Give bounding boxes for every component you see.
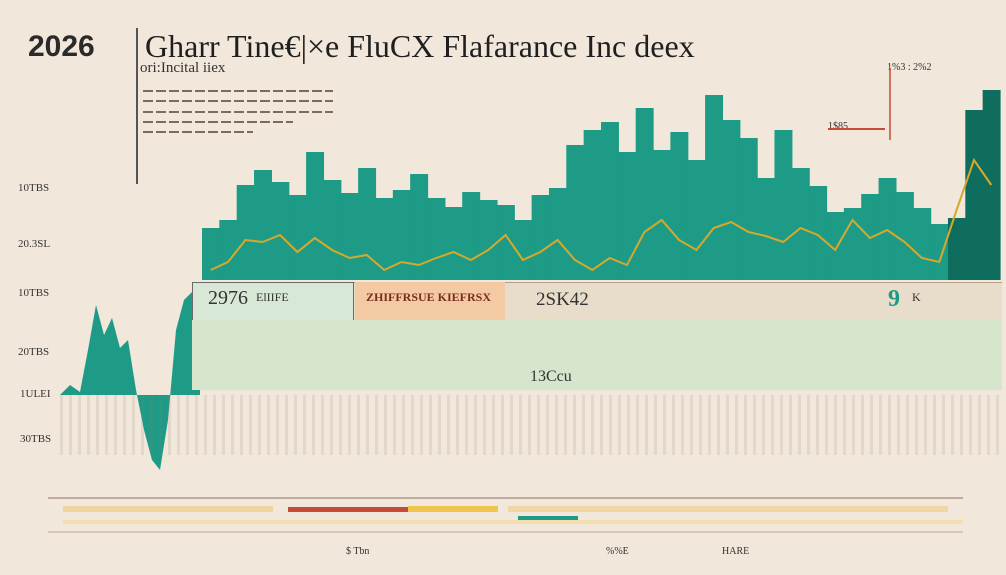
bar xyxy=(323,180,342,280)
chart-title: Gharr Tine€|×e FluCX Flafarance Inc deex xyxy=(145,28,695,64)
bar xyxy=(757,178,776,280)
bar xyxy=(826,212,845,280)
timeline-svg xyxy=(48,497,963,533)
bar xyxy=(306,152,325,280)
band-mid-text: ZHIFFRSUE KIEFRSX xyxy=(366,290,492,304)
green-zone xyxy=(192,320,1002,390)
caption-line xyxy=(143,121,293,123)
bar xyxy=(254,170,272,280)
bar xyxy=(462,192,481,280)
y-tick-label: 10TBS xyxy=(18,182,50,194)
bar xyxy=(531,195,550,280)
band-left-text: ElIIFE xyxy=(256,290,289,304)
bar xyxy=(809,186,828,280)
bar xyxy=(583,130,602,280)
bar xyxy=(202,228,220,280)
caption-line xyxy=(143,111,333,113)
bar xyxy=(895,192,914,280)
bar xyxy=(670,132,689,280)
bar xyxy=(930,224,949,280)
bar xyxy=(444,207,463,280)
bar xyxy=(947,218,966,280)
bar xyxy=(548,188,567,280)
bar xyxy=(618,152,637,280)
bar-series xyxy=(202,90,1001,280)
footer-label: HARE xyxy=(722,546,750,557)
bar xyxy=(791,168,810,280)
header-divider xyxy=(136,28,138,184)
info-band-mid xyxy=(355,282,505,320)
bar xyxy=(982,90,1001,280)
y-tick-label: 20TBS xyxy=(18,346,50,358)
bar xyxy=(687,160,706,280)
bar xyxy=(271,182,290,280)
bar xyxy=(410,174,429,280)
bar xyxy=(739,138,758,280)
left-wave-area xyxy=(60,292,200,470)
footer-label: $ Tbn xyxy=(346,546,370,557)
bar xyxy=(427,198,446,280)
noise-texture xyxy=(60,395,1000,455)
chart-subtitle: ori:Incital iiex xyxy=(140,60,226,76)
bar xyxy=(340,193,359,280)
bar xyxy=(358,168,377,280)
bar xyxy=(496,205,515,280)
bar xyxy=(288,195,307,280)
bar xyxy=(774,130,793,280)
bar xyxy=(878,178,897,280)
top-right-value: 1$85 xyxy=(828,121,848,132)
y-tick-label: 20.3SL xyxy=(18,238,51,250)
year-label: 2026 xyxy=(28,30,95,63)
mid-label: 13Ccu xyxy=(530,368,572,385)
top-right-tag: 1%3 : 2%2 xyxy=(887,62,932,73)
band-left-value: 2976 xyxy=(208,287,248,309)
bar xyxy=(635,108,654,280)
bar xyxy=(965,110,984,280)
bar xyxy=(392,190,411,280)
bar xyxy=(601,122,619,280)
caption-line xyxy=(143,90,333,92)
caption-line xyxy=(143,100,333,102)
left-wave-series xyxy=(60,292,200,470)
y-tick-label: 1ULEI xyxy=(20,388,51,400)
caption-line xyxy=(143,131,253,133)
bar xyxy=(236,185,255,280)
bar xyxy=(514,220,533,280)
trend-line xyxy=(210,157,993,272)
bar xyxy=(566,145,585,280)
bar xyxy=(843,208,862,280)
y-tick-label: 10TBS xyxy=(18,287,50,299)
band-mid-value: 2SK42 xyxy=(536,289,589,310)
bar xyxy=(722,120,741,280)
band-right-symbol: K xyxy=(912,290,921,304)
bar xyxy=(705,95,724,280)
y-tick-label: 30TBS xyxy=(20,433,52,445)
footer-label: %%E xyxy=(606,546,629,557)
bar xyxy=(479,200,498,280)
bar xyxy=(653,150,671,280)
bar xyxy=(375,198,394,280)
bar xyxy=(219,220,238,280)
bar xyxy=(913,208,932,280)
band-right-value: 9 xyxy=(888,286,900,312)
